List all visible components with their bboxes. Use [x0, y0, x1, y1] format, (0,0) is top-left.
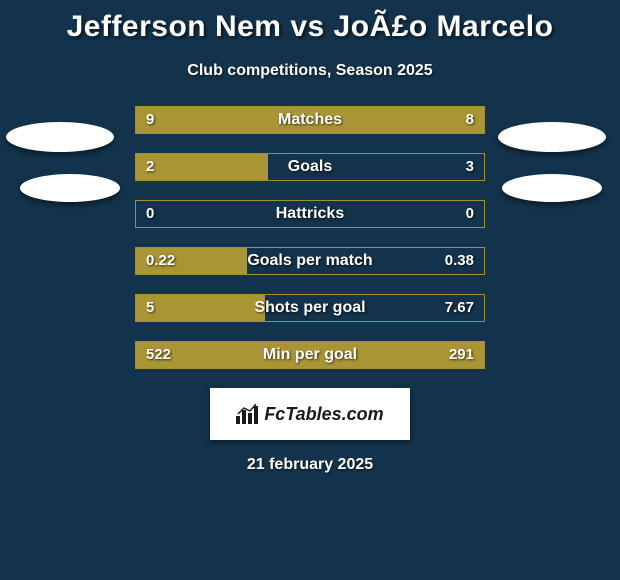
stat-row: 0.22Goals per match0.38 — [135, 247, 485, 275]
stats-comparison: 9Matches8 2Goals3 0Hattricks0 0.22Goals per… — [135, 106, 485, 369]
brand-badge: FcTables.com — [210, 388, 410, 440]
date-label: 21 february 2025 — [0, 456, 620, 474]
stat-row: 9Matches8 — [135, 106, 485, 134]
stat-row: 5Shots per goal7.67 — [135, 294, 485, 322]
stat-label: Matches — [136, 107, 484, 133]
page-title: Jefferson Nem vs JoÃ£o Marcelo — [0, 0, 620, 44]
stat-value-right: 291 — [449, 342, 474, 368]
player-left-avatar — [6, 122, 114, 152]
brand-text: FcTables.com — [264, 404, 383, 425]
subtitle: Club competitions, Season 2025 — [0, 62, 620, 80]
stat-value-right: 0 — [466, 201, 474, 227]
stat-row: 0Hattricks0 — [135, 200, 485, 228]
stat-value-right: 0.38 — [445, 248, 474, 274]
player-right-avatar — [498, 122, 606, 152]
chart-icon — [236, 404, 258, 424]
player-left-avatar-shadow — [20, 174, 120, 202]
stat-value-right: 7.67 — [445, 295, 474, 321]
stat-row: 2Goals3 — [135, 153, 485, 181]
stat-value-right: 3 — [466, 154, 474, 180]
stat-label: Min per goal — [136, 342, 484, 368]
stat-row: 522Min per goal291 — [135, 341, 485, 369]
player-right-avatar-shadow — [502, 174, 602, 202]
stat-label: Goals per match — [136, 248, 484, 274]
stat-label: Goals — [136, 154, 484, 180]
stat-label: Shots per goal — [136, 295, 484, 321]
stat-label: Hattricks — [136, 201, 484, 227]
stat-value-right: 8 — [466, 107, 474, 133]
